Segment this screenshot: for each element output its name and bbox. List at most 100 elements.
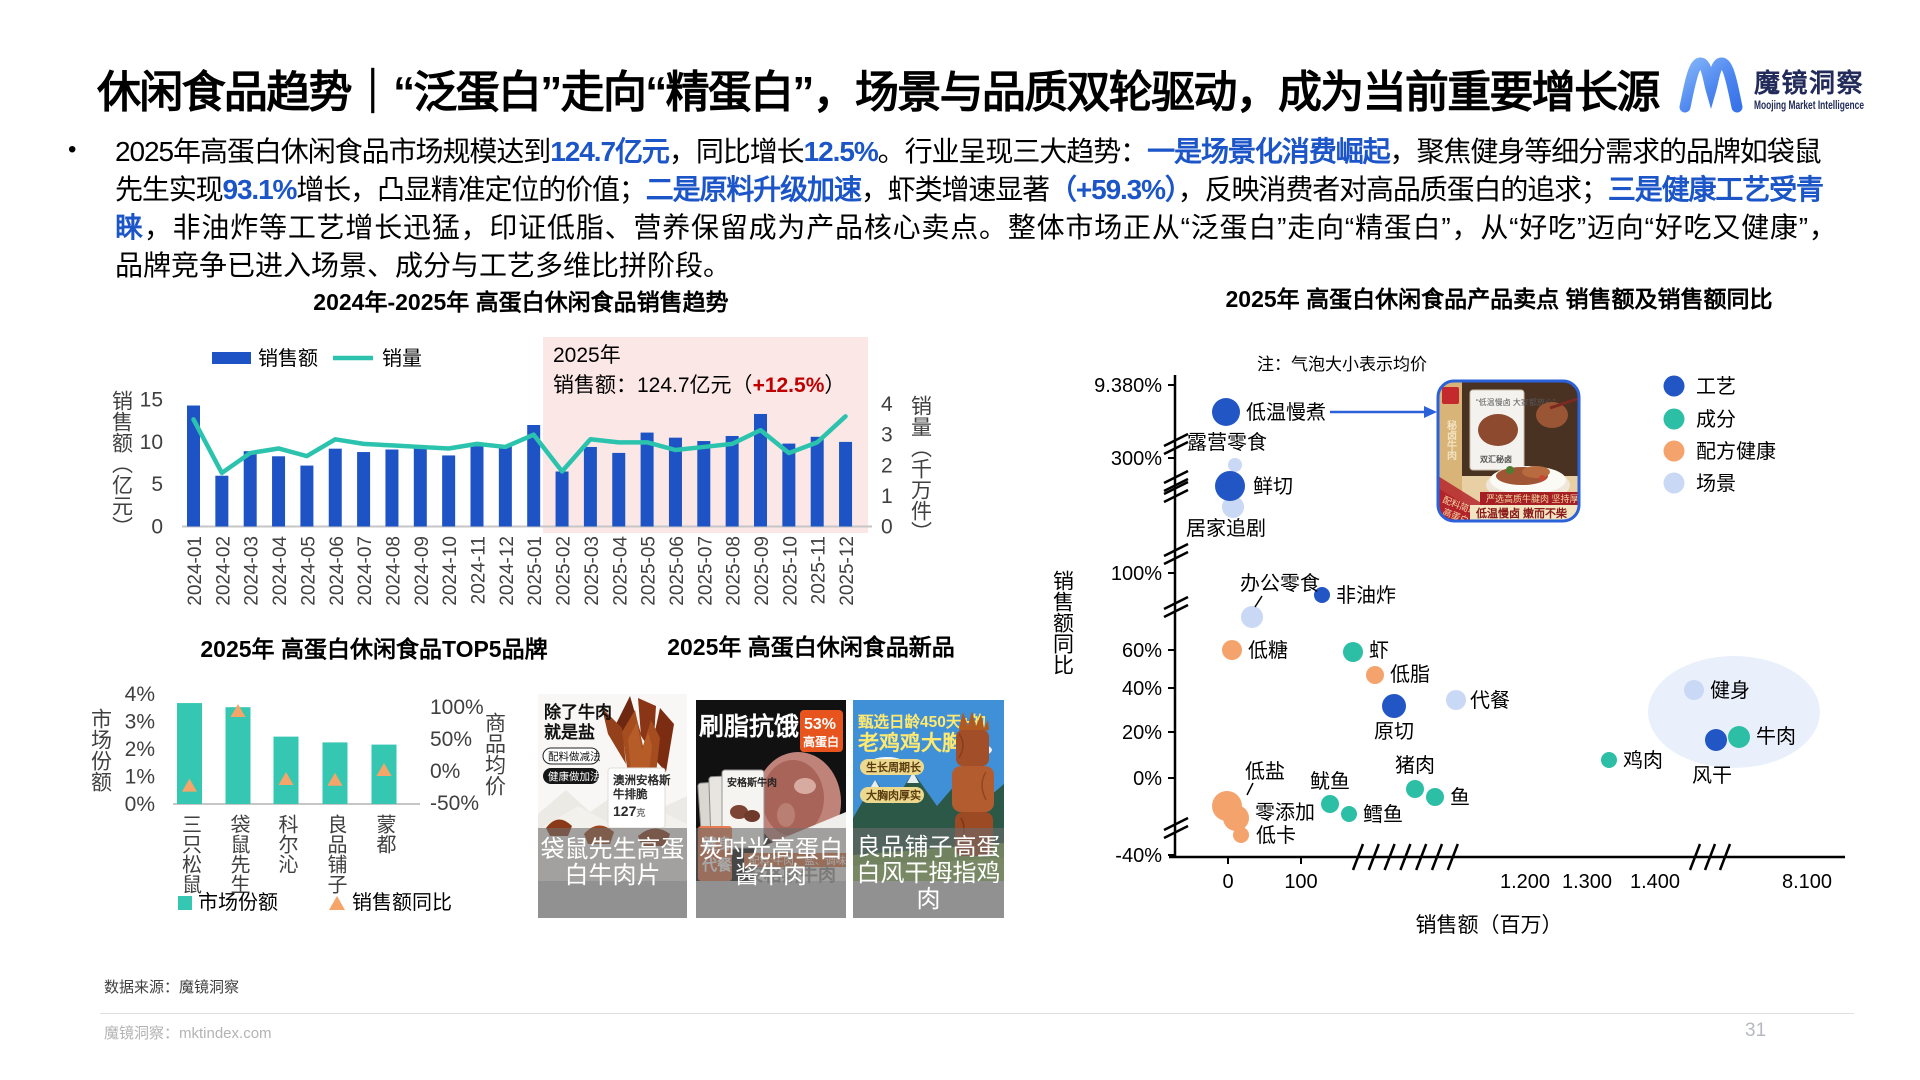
svg-text:鱼: 鱼	[1450, 786, 1470, 809]
svg-text:100%: 100%	[1111, 563, 1162, 585]
svg-text:2024-08: 2024-08	[383, 536, 404, 606]
svg-text:居家追剧: 居家追剧	[1186, 517, 1266, 540]
svg-text:蒙都: 蒙都	[373, 814, 396, 854]
svg-text:2025-01: 2025-01	[525, 536, 546, 606]
svg-text:2025年 高蛋白休闲食品产品卖点 销售额及销售额同比: 2025年 高蛋白休闲食品产品卖点 销售额及销售额同比	[1226, 286, 1773, 312]
svg-text:就是盐: 就是盐	[544, 722, 595, 742]
svg-text:牛排脆: 牛排脆	[613, 787, 648, 801]
svg-text:0: 0	[881, 516, 893, 539]
svg-text:低盐: 低盐	[1245, 760, 1285, 783]
svg-text:澳洲安格斯: 澳洲安格斯	[613, 773, 671, 787]
svg-text:科尔沁: 科尔沁	[275, 814, 298, 874]
svg-text:鲜切: 鲜切	[1253, 475, 1293, 498]
svg-text:工艺: 工艺	[1696, 375, 1736, 398]
svg-text:2025年 高蛋白休闲食品TOP5品牌: 2025年 高蛋白休闲食品TOP5品牌	[200, 636, 547, 662]
svg-text:1%: 1%	[125, 766, 155, 789]
svg-text:2025-06: 2025-06	[667, 536, 688, 606]
svg-text:2024-02: 2024-02	[213, 536, 234, 606]
svg-text:配料做减法: 配料做减法	[548, 750, 601, 763]
svg-text:销售额（亿元）: 销售额（亿元）	[110, 390, 134, 537]
svg-text:鳕鱼: 鳕鱼	[1363, 803, 1403, 826]
svg-text:40%: 40%	[1122, 678, 1162, 700]
svg-text:9.380%: 9.380%	[1094, 375, 1162, 397]
svg-text:2025年: 2025年	[553, 344, 621, 367]
svg-text:销售额: 销售额	[258, 347, 318, 370]
svg-text:牛肉: 牛肉	[1756, 725, 1796, 748]
svg-text:5: 5	[151, 473, 163, 496]
svg-text:3: 3	[881, 424, 893, 447]
svg-text:2025-11: 2025-11	[809, 536, 830, 604]
svg-text:市场份额: 市场份额	[198, 891, 278, 914]
svg-text:2024-10: 2024-10	[440, 536, 461, 606]
svg-text:2024-01: 2024-01	[185, 536, 206, 606]
svg-text:低卡: 低卡	[1256, 824, 1296, 847]
svg-text:猪肉: 猪肉	[1395, 754, 1435, 777]
svg-text:“低温慢卤 大家都放心”: “低温慢卤 大家都放心”	[1476, 397, 1556, 407]
svg-text:风干: 风干	[1692, 765, 1732, 787]
svg-text:刷脂抗饿: 刷脂抗饿	[699, 712, 799, 741]
svg-text:甄选日龄450天+的: 甄选日龄450天+的	[858, 712, 986, 731]
svg-text:2: 2	[881, 454, 893, 477]
svg-text:鸡肉: 鸡肉	[1623, 749, 1663, 772]
svg-text:8.100: 8.100	[1782, 871, 1832, 893]
svg-text:双汇秘卤: 双汇秘卤	[1480, 454, 1512, 464]
svg-text:安格斯牛肉: 安格斯牛肉	[727, 776, 777, 789]
svg-text:2025-03: 2025-03	[582, 536, 603, 606]
svg-text:2%: 2%	[125, 738, 155, 761]
svg-text:代餐: 代餐	[1470, 689, 1510, 712]
svg-text:注：气泡大小表示均价: 注：气泡大小表示均价	[1257, 355, 1427, 374]
svg-text:2025-02: 2025-02	[554, 536, 575, 606]
svg-text:老鸡鸡大胸: 老鸡鸡大胸	[858, 731, 963, 755]
svg-text:市场份额: 市场份额	[89, 708, 113, 792]
svg-text:-40%: -40%	[1115, 845, 1162, 867]
svg-text:60%: 60%	[1122, 640, 1162, 662]
svg-text:商品均价: 商品均价	[483, 712, 507, 796]
svg-text:Moojing Market Intelligence: Moojing Market Intelligence	[1754, 98, 1864, 112]
svg-text:2025-07: 2025-07	[695, 536, 716, 606]
svg-text:15: 15	[140, 389, 163, 412]
svg-text:低温慢卤 嫩而不柴: 低温慢卤 嫩而不柴	[1475, 506, 1568, 520]
svg-text:1: 1	[881, 485, 893, 508]
svg-text:1.400: 1.400	[1630, 871, 1680, 893]
svg-text:2025-08: 2025-08	[724, 536, 745, 606]
svg-text:2024-04: 2024-04	[270, 536, 291, 606]
svg-text:大胸肉厚实: 大胸肉厚实	[866, 788, 921, 802]
svg-text:三只松鼠: 三只松鼠	[179, 814, 202, 894]
svg-text:2024-07: 2024-07	[355, 536, 376, 606]
svg-text:销售额：124.7亿元（+12.5%）: 销售额：124.7亿元（+12.5%）	[553, 374, 845, 397]
svg-text:袋鼠先生: 袋鼠先生	[227, 814, 250, 894]
svg-text:健身: 健身	[1710, 679, 1750, 702]
svg-text:露营零食: 露营零食	[1187, 431, 1267, 454]
svg-text:2025-09: 2025-09	[752, 536, 773, 606]
svg-text:4: 4	[881, 393, 893, 416]
svg-text:魔镜洞察: 魔镜洞察	[1754, 68, 1864, 98]
svg-text:0%: 0%	[125, 793, 155, 816]
svg-text:3%: 3%	[125, 711, 155, 734]
svg-text:低糖: 低糖	[1248, 639, 1288, 662]
svg-text:2024-09: 2024-09	[412, 536, 433, 606]
svg-text:秘卤牛肉: 秘卤牛肉	[1445, 419, 1457, 461]
svg-text:0%: 0%	[1133, 768, 1162, 790]
svg-text:100%: 100%	[430, 696, 484, 719]
svg-text:销售额同比: 销售额同比	[352, 891, 452, 914]
svg-text:20%: 20%	[1122, 722, 1162, 744]
svg-text:2025-05: 2025-05	[639, 536, 660, 606]
svg-text:销售额（百万）: 销售额（百万）	[1416, 914, 1563, 937]
svg-text:2024-05: 2024-05	[298, 536, 319, 606]
svg-text:1.200: 1.200	[1500, 871, 1550, 893]
svg-text:零添加: 零添加	[1255, 801, 1315, 824]
svg-text:非油炸: 非油炸	[1336, 584, 1396, 607]
svg-text:2025-12: 2025-12	[837, 536, 858, 606]
svg-text:低脂: 低脂	[1390, 663, 1430, 686]
svg-text:成分: 成分	[1696, 408, 1736, 431]
svg-text:办公零食: 办公零食	[1240, 572, 1320, 595]
svg-text:场景: 场景	[1696, 472, 1736, 495]
svg-text:4%: 4%	[125, 683, 155, 706]
svg-text:原切: 原切	[1374, 721, 1414, 743]
svg-text:生长周期长: 生长周期长	[866, 760, 922, 774]
svg-text:销售额同比: 销售额同比	[1051, 570, 1075, 675]
svg-text:低温慢煮: 低温慢煮	[1246, 401, 1326, 424]
svg-text:0: 0	[151, 516, 163, 539]
svg-text:2025-10: 2025-10	[780, 536, 801, 606]
svg-text:100: 100	[1284, 871, 1317, 893]
